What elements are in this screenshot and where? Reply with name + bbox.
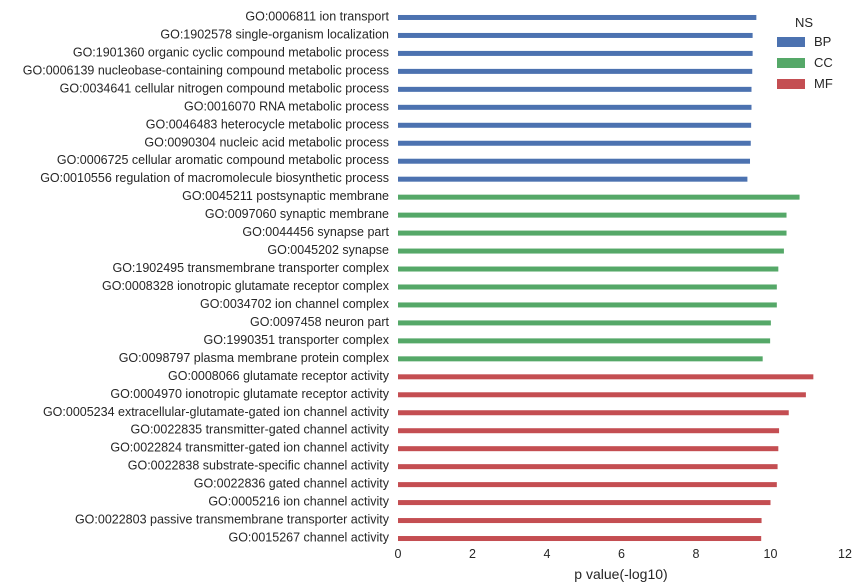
bar bbox=[398, 518, 762, 524]
legend-title: NS bbox=[795, 15, 813, 30]
x-tick-label: 4 bbox=[544, 547, 551, 561]
bar bbox=[398, 230, 787, 236]
bar bbox=[398, 122, 752, 128]
bar bbox=[398, 86, 752, 92]
legend-swatch bbox=[777, 37, 805, 47]
x-tick-label: 2 bbox=[469, 547, 476, 561]
category-label: GO:0004970 ionotropic glutamate receptor… bbox=[110, 387, 389, 401]
bar bbox=[398, 194, 800, 200]
category-label: GO:0098797 plasma membrane protein compl… bbox=[119, 351, 390, 365]
x-tick-label: 0 bbox=[395, 547, 402, 561]
category-label: GO:1990351 transporter complex bbox=[203, 333, 389, 347]
bar bbox=[398, 500, 771, 506]
x-tick-label: 6 bbox=[618, 547, 625, 561]
category-label: GO:0097060 synaptic membrane bbox=[205, 207, 389, 221]
category-label: GO:0008066 glutamate receptor activity bbox=[168, 369, 390, 383]
category-label: GO:0090304 nucleic acid metabolic proces… bbox=[144, 135, 389, 149]
x-axis-ticks: 0 2 4 6 8 10 12 bbox=[395, 547, 852, 561]
x-axis-title: p value(-log10) bbox=[574, 566, 667, 582]
category-label: GO:0097458 neuron part bbox=[250, 315, 390, 329]
category-label: GO:0022836 gated channel activity bbox=[194, 477, 390, 491]
category-label: GO:0022824 transmitter-gated ion channel… bbox=[110, 441, 389, 455]
category-label: GO:0006725 cellular aromatic compound me… bbox=[57, 153, 389, 167]
category-label: GO:0016070 RNA metabolic process bbox=[184, 99, 389, 113]
category-label: GO:0022803 passive transmembrane transpo… bbox=[75, 513, 390, 527]
bar bbox=[398, 266, 779, 272]
bar bbox=[398, 50, 753, 56]
bar bbox=[398, 356, 763, 362]
category-label: GO:0022838 substrate-specific channel ac… bbox=[128, 459, 390, 473]
bar bbox=[398, 284, 777, 290]
bar bbox=[398, 464, 778, 470]
x-tick-label: 10 bbox=[764, 547, 778, 561]
category-label: GO:0015267 channel activity bbox=[228, 531, 389, 545]
bar bbox=[398, 446, 779, 452]
x-tick-label: 8 bbox=[693, 547, 700, 561]
category-labels: GO:0006811 ion transport GO:1902578 singl… bbox=[23, 9, 390, 544]
bar bbox=[398, 68, 753, 74]
legend-label: MF bbox=[814, 76, 833, 91]
x-tick-label: 12 bbox=[838, 547, 852, 561]
category-label: GO:0010556 regulation of macromolecule b… bbox=[40, 171, 389, 185]
category-label: GO:0006139 nucleobase-containing compoun… bbox=[23, 63, 389, 77]
category-label: GO:0005234 extracellular-glutamate-gated… bbox=[43, 405, 390, 419]
bar bbox=[398, 320, 771, 326]
legend-swatch bbox=[777, 58, 805, 68]
category-label: GO:1902578 single-organism localization bbox=[160, 27, 389, 41]
category-label: GO:0044456 synapse part bbox=[242, 225, 389, 239]
bar bbox=[398, 104, 752, 110]
bar bbox=[398, 32, 753, 38]
bar bbox=[398, 248, 784, 254]
bar bbox=[398, 536, 762, 542]
bar bbox=[398, 176, 748, 182]
bar bbox=[398, 302, 777, 308]
bars-group bbox=[398, 14, 814, 542]
bar bbox=[398, 14, 757, 20]
category-label: GO:0045211 postsynaptic membrane bbox=[182, 189, 389, 203]
bar bbox=[398, 338, 771, 344]
bar bbox=[398, 374, 814, 380]
bar bbox=[398, 410, 789, 416]
category-label: GO:0022835 transmitter-gated channel act… bbox=[131, 423, 390, 437]
category-label: GO:0005216 ion channel activity bbox=[208, 495, 389, 509]
category-label: GO:0034702 ion channel complex bbox=[200, 297, 390, 311]
bar bbox=[398, 428, 780, 434]
bar bbox=[398, 482, 777, 488]
bar bbox=[398, 140, 751, 146]
category-label: GO:1901360 organic cyclic compound metab… bbox=[73, 45, 389, 59]
category-label: GO:0045202 synapse bbox=[267, 243, 389, 257]
category-label: GO:0006811 ion transport bbox=[245, 9, 389, 23]
bar bbox=[398, 392, 806, 398]
legend-label: CC bbox=[814, 55, 833, 70]
legend-label: BP bbox=[814, 34, 831, 49]
bar bbox=[398, 212, 787, 218]
category-label: GO:0034641 cellular nitrogen compound me… bbox=[60, 81, 389, 95]
legend-items: BP CC MF bbox=[777, 34, 833, 91]
category-label: GO:1902495 transmembrane transporter com… bbox=[112, 261, 389, 275]
category-label: GO:0008328 ionotropic glutamate receptor… bbox=[102, 279, 390, 293]
legend: NS BP CC MF bbox=[777, 15, 833, 91]
legend-swatch bbox=[777, 79, 805, 89]
bar bbox=[398, 158, 751, 164]
category-label: GO:0046483 heterocycle metabolic process bbox=[146, 117, 389, 131]
